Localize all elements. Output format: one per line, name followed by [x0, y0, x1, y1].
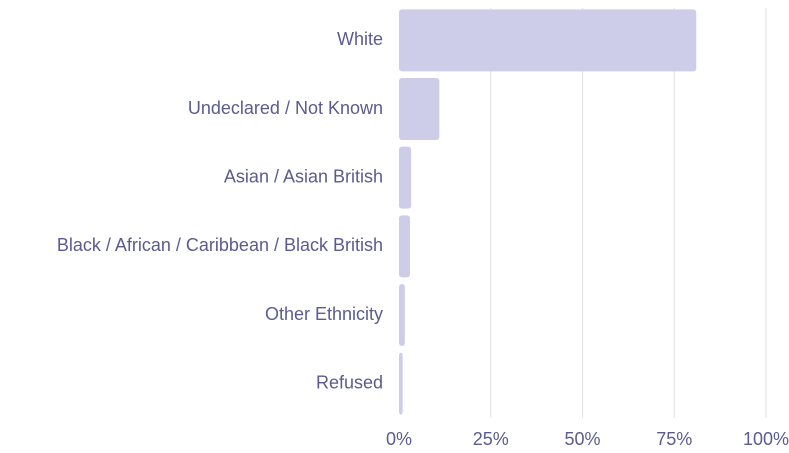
- y-tick-label: Undeclared / Not Known: [188, 98, 383, 118]
- bar: [399, 352, 403, 415]
- y-tick-label: Black / African / Caribbean / Black Brit…: [57, 235, 383, 255]
- bar: [399, 78, 440, 140]
- bar: [399, 284, 405, 346]
- y-tick-label: Other Ethnicity: [265, 304, 383, 324]
- x-tick-label: 50%: [564, 429, 600, 449]
- bar: [399, 215, 411, 278]
- bar: [399, 146, 412, 209]
- y-tick-label: Asian / Asian British: [224, 166, 383, 186]
- x-tick-label: 100%: [743, 429, 789, 449]
- y-tick-label: Refused: [316, 372, 383, 392]
- x-tick-label: 0%: [386, 429, 412, 449]
- x-tick-label: 25%: [473, 429, 509, 449]
- bar: [399, 9, 697, 72]
- y-tick-label: White: [337, 29, 383, 49]
- x-tick-label: 75%: [656, 429, 692, 449]
